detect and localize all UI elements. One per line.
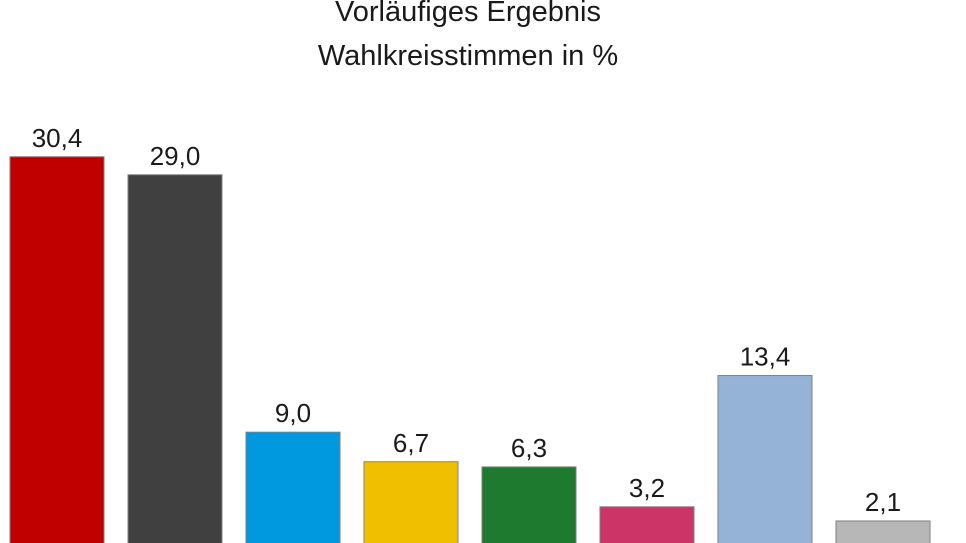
bar-7 <box>717 375 813 543</box>
chart-title-line-2: Wahlkreisstimmen in % <box>317 40 619 72</box>
bar-1 <box>9 156 105 543</box>
bar-2 <box>127 174 223 543</box>
bar-3 <box>245 431 341 543</box>
bar-value-label-1: 30,4 <box>32 123 83 153</box>
bar-value-label-3: 9,0 <box>275 398 311 428</box>
bar-value-label-7: 13,4 <box>740 342 791 372</box>
bar-6 <box>599 506 695 543</box>
chart-title-line-1: Vorläufiges Ergebnis <box>335 0 601 28</box>
bar-value-label-2: 29,0 <box>150 141 201 171</box>
bar-value-label-5: 6,3 <box>511 433 547 463</box>
bar-5 <box>481 466 577 543</box>
bar-value-label-8: 2,1 <box>865 487 901 517</box>
bar-value-label-4: 6,7 <box>393 428 429 458</box>
bar-4 <box>363 461 459 543</box>
bar-value-label-6: 3,2 <box>629 473 665 503</box>
bar-8 <box>835 520 931 543</box>
